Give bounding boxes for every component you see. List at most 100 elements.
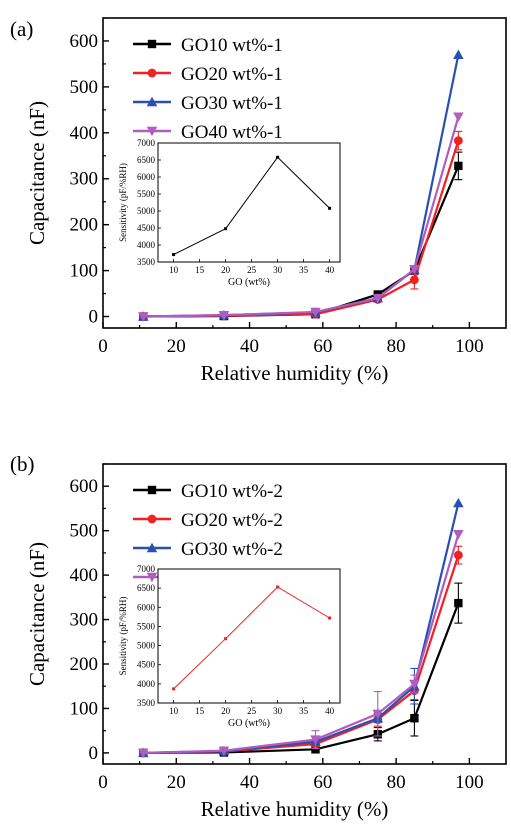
inset-x-tick-label: 40 — [325, 265, 335, 275]
x-tick-label: 100 — [455, 772, 484, 793]
x-tick-label: 100 — [455, 336, 484, 357]
legend-label: GO10 wt%-2 — [181, 481, 283, 502]
x-tick-label: 40 — [240, 336, 259, 357]
inset-x-tick-label: 35 — [299, 265, 309, 275]
panel-label: (a) — [10, 17, 33, 41]
x-tick-label: 60 — [313, 336, 332, 357]
legend-marker — [146, 126, 158, 137]
series-4 — [138, 530, 464, 759]
x-axis-label: Relative humidity (%) — [201, 361, 389, 385]
inset-x-tick-label: 10 — [169, 265, 179, 275]
inset-y-tick-label: 4000 — [137, 240, 156, 250]
x-tick-label: 80 — [387, 772, 406, 793]
x-tick-label: 0 — [98, 772, 108, 793]
x-axis-ticks: 0 20 40 60 80 100 — [98, 322, 484, 357]
data-point — [311, 745, 320, 754]
legend-marker — [147, 485, 157, 495]
inset-y-tick-label: 4000 — [137, 679, 156, 689]
inset-series-line — [173, 586, 330, 690]
inset-data-point — [172, 687, 176, 691]
data-point — [409, 679, 420, 690]
inset-x-axis-label: GO (wt%) — [228, 718, 270, 729]
inset-data-point — [276, 155, 280, 159]
panel-a: (a) 0 20 40 60 80 100 0 100 200 300 400 500 600 Relati… — [10, 17, 507, 385]
legend-marker — [147, 514, 157, 524]
y-tick-label: 600 — [70, 476, 99, 497]
data-point — [138, 312, 149, 322]
y-tick-label: 600 — [70, 31, 99, 52]
legend-marker — [147, 39, 157, 49]
inset-data-point — [328, 206, 332, 210]
x-tick-label: 40 — [240, 772, 259, 793]
inset-y-tick-label: 4500 — [137, 660, 156, 670]
legend-marker — [146, 542, 158, 553]
y-axis-ticks: 0 100 200 300 400 500 600 — [70, 17, 109, 328]
inset-y-tick-label: 6500 — [137, 583, 156, 593]
panel-b: (b) 0 20 40 60 80 100 0 100 200 300 400 500 600 Relati… — [10, 452, 507, 821]
inset-y-tick-label: 5500 — [137, 621, 156, 631]
x-tick-label: 20 — [167, 336, 186, 357]
y-tick-label: 200 — [70, 654, 99, 675]
inset-y-axis-label: Sensitivity (pF/%RH) — [118, 163, 128, 242]
legend-label: GO20 wt%-2 — [181, 510, 283, 531]
inset-y-tick-label: 5000 — [137, 641, 156, 651]
inset-y-tick-label: 5000 — [137, 206, 156, 216]
inset-x-tick-label: 20 — [221, 265, 231, 275]
y-tick-label: 200 — [70, 215, 99, 236]
y-tick-label: 0 — [89, 743, 99, 764]
y-axis-ticks: 0 100 200 300 400 500 600 — [70, 463, 109, 764]
inset-y-tick-label: 7000 — [137, 564, 156, 574]
y-tick-label: 100 — [70, 261, 99, 282]
data-point — [454, 161, 463, 171]
data-point — [409, 265, 420, 275]
series-group — [138, 497, 464, 759]
data-point — [372, 293, 384, 304]
inset-chart: 10 15 20 25 30 35 40 3500 4000 4500 5000 5500 6000 65… — [118, 564, 341, 729]
y-tick-label: 300 — [70, 610, 99, 631]
y-tick-label: 100 — [70, 698, 99, 719]
x-axis-label: Relative humidity (%) — [201, 797, 389, 821]
series-line — [143, 533, 460, 754]
series-line — [143, 116, 460, 318]
data-point — [453, 530, 464, 540]
inset-x-tick-label: 15 — [195, 706, 205, 716]
inset-y-tick-label: 7000 — [137, 138, 156, 148]
data-point — [310, 307, 321, 318]
inset-y-tick-label: 5500 — [137, 189, 156, 199]
inset-data-point — [224, 227, 228, 231]
inset-y-tick-label: 6000 — [137, 172, 156, 182]
data-point — [218, 746, 230, 756]
legend-marker — [147, 68, 157, 78]
inset-y-tick-label: 6500 — [137, 155, 156, 165]
inset-x-tick-label: 40 — [325, 706, 335, 716]
legend-label: GO40 wt%-1 — [181, 122, 283, 143]
inset-data-point — [328, 616, 332, 620]
legend-label: GO10 wt%-1 — [181, 35, 283, 56]
inset-x-tick-label: 30 — [273, 265, 283, 275]
inset-data-point — [224, 637, 228, 641]
data-point — [453, 49, 464, 59]
inset-y-tick-label: 6000 — [137, 602, 156, 612]
plot-frame — [102, 463, 507, 765]
data-point — [218, 310, 230, 321]
data-point — [453, 550, 463, 560]
y-axis-label: Capacitance (nF) — [25, 101, 49, 245]
inset-data-point — [172, 253, 176, 257]
data-point — [310, 735, 321, 745]
inset-data-point — [276, 585, 280, 589]
y-tick-label: 300 — [70, 169, 99, 190]
inset-x-tick-label: 20 — [221, 706, 231, 716]
inset-x-tick-label: 30 — [273, 706, 283, 716]
x-tick-label: 80 — [387, 336, 406, 357]
data-point — [409, 275, 419, 285]
inset-chart: 10 15 20 25 30 35 40 3500 4000 4500 5000 5500 6000 65… — [118, 138, 341, 288]
data-point — [372, 709, 384, 720]
legend-label: GO30 wt%-1 — [181, 93, 283, 114]
legend-marker — [146, 572, 158, 583]
inset-y-tick-label: 4500 — [137, 223, 156, 233]
inset-series-line — [173, 156, 330, 255]
inset-x-tick-label: 25 — [247, 265, 257, 275]
series-group — [138, 49, 464, 322]
plot-frame — [102, 17, 507, 329]
